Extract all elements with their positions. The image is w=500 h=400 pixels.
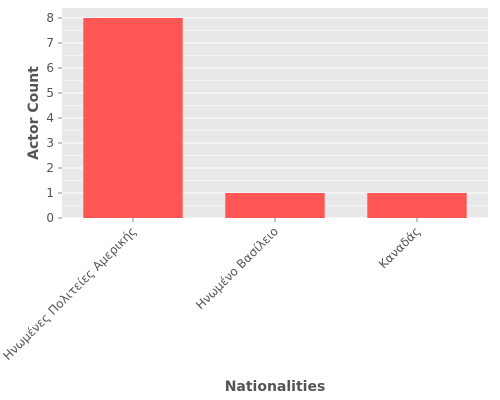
y-tick-label: 2 [46, 161, 54, 175]
bars [83, 18, 467, 218]
y-tick-label: 7 [46, 36, 54, 50]
x-tick-label: Ηνωμένες Πολιτείες Αμερικής [0, 224, 139, 363]
x-axis-title: Nationalities [225, 379, 326, 395]
y-tick-label: 6 [46, 61, 54, 75]
y-tick-label: 5 [46, 86, 54, 100]
y-tick-label: 0 [46, 211, 54, 225]
y-tick-label: 3 [46, 136, 54, 150]
bar [367, 193, 467, 218]
y-tick-label: 4 [46, 111, 54, 125]
bar [225, 193, 325, 218]
y-tick-label: 1 [46, 186, 54, 200]
x-ticks: Ηνωμένες Πολιτείες Αμερικής Ηνωμένο Βασίλ… [0, 218, 423, 363]
bar [83, 18, 183, 218]
y-tick-label: 8 [46, 11, 54, 25]
y-ticks: 0 1 2 3 4 5 6 7 8 [46, 11, 62, 225]
y-axis-title: Actor Count [26, 66, 42, 160]
x-tick-label: Καναδάς [376, 224, 423, 271]
x-tick-label: Ηνωμένο Βασίλειο [193, 224, 281, 312]
